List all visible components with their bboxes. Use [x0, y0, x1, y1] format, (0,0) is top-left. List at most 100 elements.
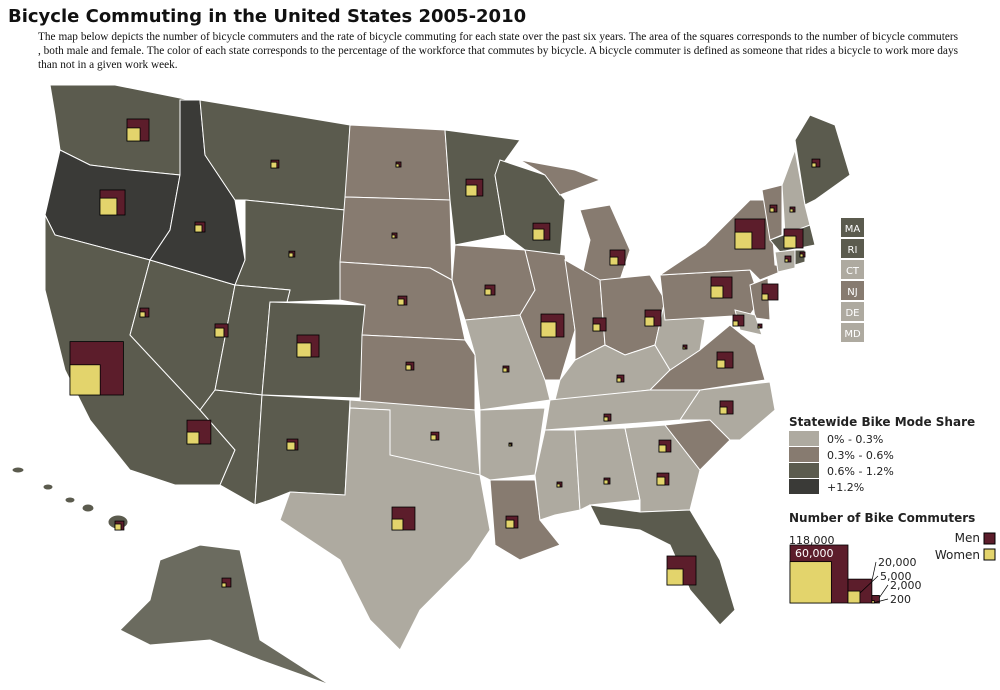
states	[11, 84, 851, 686]
women-square	[761, 293, 769, 301]
women-square	[732, 320, 739, 327]
legend-label: Men	[955, 531, 980, 545]
women-square	[532, 228, 545, 241]
leader	[871, 561, 877, 582]
women-square	[656, 476, 666, 486]
legend-women-square	[847, 590, 861, 604]
women-square	[719, 406, 728, 415]
legend-swatch	[789, 431, 819, 446]
women-square	[508, 443, 512, 447]
small-state-label: MD	[844, 329, 861, 340]
legend-swatch	[983, 548, 996, 561]
women-square	[69, 364, 101, 396]
small-state-label: DE	[845, 308, 859, 319]
women-square	[286, 441, 296, 451]
women-square	[395, 163, 400, 168]
women-square	[592, 323, 601, 332]
leader	[874, 598, 889, 603]
small-state-box	[841, 323, 864, 342]
size-label: 5,000	[880, 570, 912, 583]
women-square	[99, 197, 118, 216]
leader	[859, 575, 879, 594]
women-square	[194, 224, 203, 233]
women-square	[710, 285, 724, 299]
women-square	[540, 321, 557, 338]
women-square	[682, 346, 686, 350]
women-square	[214, 327, 225, 338]
legend-title: Statewide Bike Mode Share	[789, 415, 975, 429]
state	[489, 479, 561, 561]
small-state-box	[841, 218, 864, 237]
women-square	[769, 207, 775, 213]
women-square	[658, 444, 667, 453]
women-square	[757, 325, 761, 329]
leader	[879, 584, 889, 598]
women-square	[784, 258, 789, 263]
women-square	[139, 311, 146, 318]
state	[11, 466, 25, 474]
women-square	[603, 479, 609, 485]
state	[64, 496, 76, 504]
women-square	[502, 367, 508, 373]
legend-label: 0.3% - 0.6%	[827, 449, 894, 462]
small-state-box	[841, 281, 864, 300]
state	[359, 334, 476, 411]
state	[794, 114, 851, 206]
state	[534, 429, 581, 521]
state	[451, 244, 536, 321]
women-square	[609, 256, 619, 266]
legend-women-square	[871, 600, 875, 604]
women-square	[716, 359, 726, 369]
legend-label: Women	[935, 548, 980, 562]
women-square	[186, 431, 200, 445]
women-square	[799, 253, 804, 258]
women-square	[644, 316, 655, 327]
legend-women-square	[789, 561, 832, 604]
legend-swatch	[789, 447, 819, 462]
small-state-label: CT	[846, 266, 860, 277]
description: The map below depicts the number of bicy…	[38, 31, 958, 71]
state	[254, 394, 351, 506]
legend-swatch	[789, 479, 819, 494]
state	[648, 324, 766, 391]
women-square	[484, 288, 492, 296]
legend-label: 0% - 0.3%	[827, 433, 883, 446]
size-label: 2,000	[890, 579, 922, 592]
women-square	[270, 161, 278, 169]
women-square	[465, 184, 478, 197]
legend-label: 0.6% - 1.2%	[827, 465, 894, 478]
women-square	[405, 364, 412, 371]
legend-swatch	[789, 463, 819, 478]
state	[574, 427, 641, 511]
legend-title: Number of Bike Commuters	[789, 511, 975, 525]
state	[42, 483, 54, 491]
title: Bicycle Commuting in the United States 2…	[8, 6, 527, 27]
women-square	[288, 252, 294, 258]
women-square	[126, 127, 141, 142]
women-square	[556, 483, 561, 488]
legend-men-square	[871, 595, 880, 604]
size-label: 118,000	[789, 534, 835, 547]
squares	[69, 118, 821, 588]
women-square	[603, 416, 609, 422]
small-state-box	[841, 302, 864, 321]
state	[279, 407, 491, 651]
small-state-box	[841, 239, 864, 258]
women-square	[430, 434, 437, 441]
state	[81, 503, 95, 513]
women-square	[783, 235, 797, 249]
legend-swatch	[983, 532, 996, 545]
state	[781, 148, 811, 236]
small-state-label: NJ	[847, 287, 857, 298]
men-square	[732, 314, 745, 327]
women-square	[811, 162, 817, 168]
women-square	[221, 582, 227, 588]
women-square	[114, 523, 122, 531]
small-state-label: MA	[845, 224, 861, 235]
size-label: 60,000	[795, 547, 834, 560]
legend: MA RI CT NJ DE MD Statewide Bike Mode Share 0% …	[789, 218, 996, 606]
state	[119, 544, 331, 686]
women-square	[397, 298, 405, 306]
